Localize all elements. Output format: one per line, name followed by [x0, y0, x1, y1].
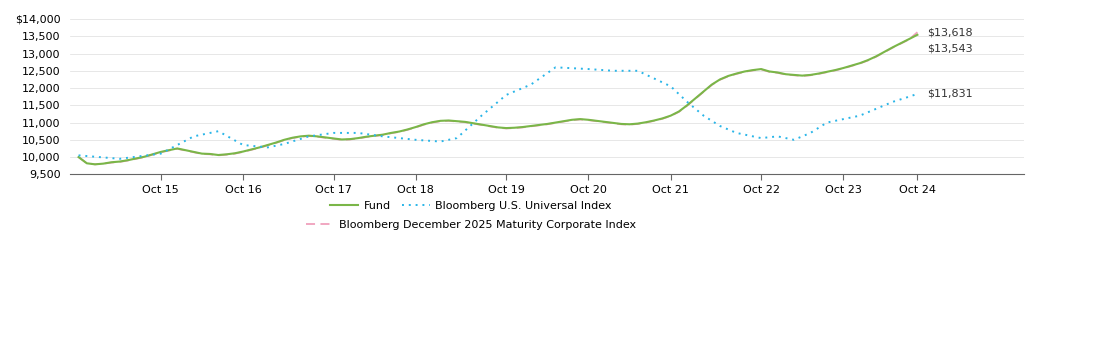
- Legend: Bloomberg December 2025 Maturity Corporate Index: Bloomberg December 2025 Maturity Corpora…: [301, 215, 641, 234]
- Text: $13,543: $13,543: [927, 44, 973, 54]
- Text: $13,618: $13,618: [927, 27, 973, 37]
- Text: $11,831: $11,831: [927, 89, 973, 99]
